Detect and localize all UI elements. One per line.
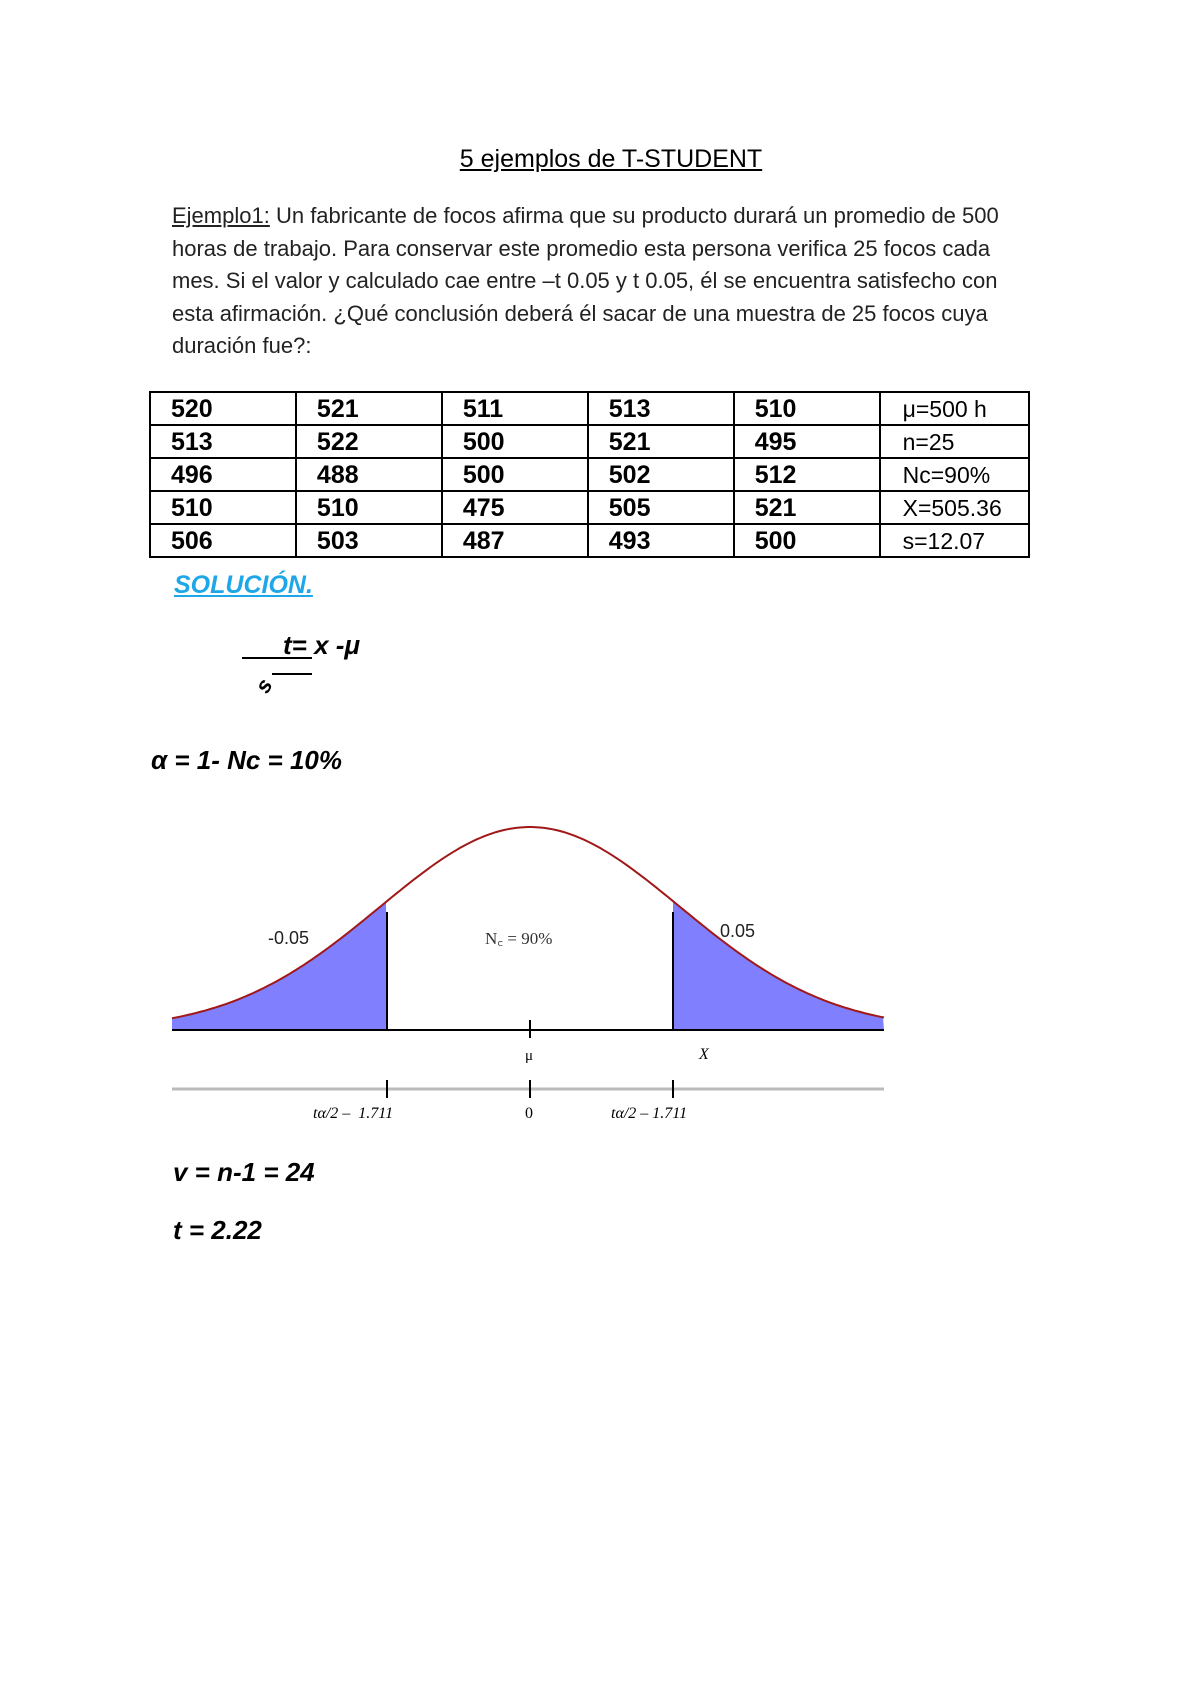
data-cell: 500 xyxy=(440,424,589,459)
right-tail-area xyxy=(673,901,884,1030)
data-table: 520 521 511 513 510 μ=500 h 513 522 500 521 495 n=2… xyxy=(149,391,1031,558)
example-text: Un fabricante de focos afirma que su pro… xyxy=(172,203,999,358)
center-area-label: N꜀ = 90% xyxy=(485,929,552,948)
table-row: 510 510 475 505 521 X=505.36 xyxy=(149,490,1031,525)
data-cell: 522 xyxy=(294,424,443,459)
x-label: X xyxy=(698,1046,710,1063)
data-cell: 500 xyxy=(440,457,589,492)
sqrt-line xyxy=(272,673,312,675)
data-cell: 500 xyxy=(732,523,881,558)
table-row: 506 503 487 493 500 s=12.07 xyxy=(149,523,1031,558)
data-cell: 511 xyxy=(440,391,589,426)
t-formula-numerator: t= x -μ xyxy=(283,630,361,660)
left-tail-label: -0.05 xyxy=(268,928,309,948)
fraction-line xyxy=(242,657,312,659)
data-cell: 510 xyxy=(732,391,881,426)
table-row: 496 488 500 502 512 Nc=90% xyxy=(149,457,1031,492)
data-cell: 506 xyxy=(149,523,297,558)
table-row: 520 521 511 513 510 μ=500 h xyxy=(149,391,1031,426)
data-cell: 521 xyxy=(294,391,443,426)
data-cell: 502 xyxy=(586,457,735,492)
statistic-cell: Nc=90% xyxy=(878,457,1031,492)
distribution-curve xyxy=(171,826,885,1020)
t-zero-label: 0 xyxy=(525,1105,533,1122)
data-cell: 475 xyxy=(440,490,589,525)
alpha-equation: α = 1- Nc = 10% xyxy=(151,745,343,775)
data-cell: 520 xyxy=(149,391,297,426)
statistic-cell: μ=500 h xyxy=(878,391,1031,426)
data-cell: 487 xyxy=(440,523,589,558)
statistic-cell: s=12.07 xyxy=(878,523,1031,558)
statistic-cell: n=25 xyxy=(878,424,1031,459)
table-row: 513 522 500 521 495 n=25 xyxy=(149,424,1031,459)
left-tail-area xyxy=(172,902,387,1030)
data-cell: 493 xyxy=(586,523,735,558)
data-cell: 495 xyxy=(732,424,881,459)
mu-label: μ xyxy=(525,1048,533,1064)
data-cell: 505 xyxy=(586,490,735,525)
example-paragraph: Ejemplo1: Un fabricante de focos afirma … xyxy=(172,200,1042,363)
data-cell: 513 xyxy=(149,424,297,459)
page-title: 5 ejemplos de T-STUDENT xyxy=(459,145,763,173)
statistic-cell: X=505.36 xyxy=(878,490,1031,525)
data-cell: 496 xyxy=(149,457,297,492)
data-cell: 510 xyxy=(149,490,297,525)
t-value: t = 2.22 xyxy=(173,1215,262,1245)
data-cell: 521 xyxy=(732,490,881,525)
data-cell: 521 xyxy=(586,424,735,459)
right-tail-label: 0.05 xyxy=(720,921,755,941)
data-cell: 512 xyxy=(732,457,881,492)
data-cell: 510 xyxy=(294,490,443,525)
degrees-of-freedom: v = n-1 = 24 xyxy=(173,1157,315,1187)
t-right-label: tα/2 – 1.711 xyxy=(611,1105,687,1122)
data-cell: 503 xyxy=(294,523,443,558)
solution-heading: SOLUCIÓN. xyxy=(174,571,313,599)
t-left-label: tα/2 – 1.711 xyxy=(313,1105,393,1122)
example-label: Ejemplo1: xyxy=(172,203,270,228)
data-cell: 488 xyxy=(294,457,443,492)
data-cell: 513 xyxy=(586,391,735,426)
